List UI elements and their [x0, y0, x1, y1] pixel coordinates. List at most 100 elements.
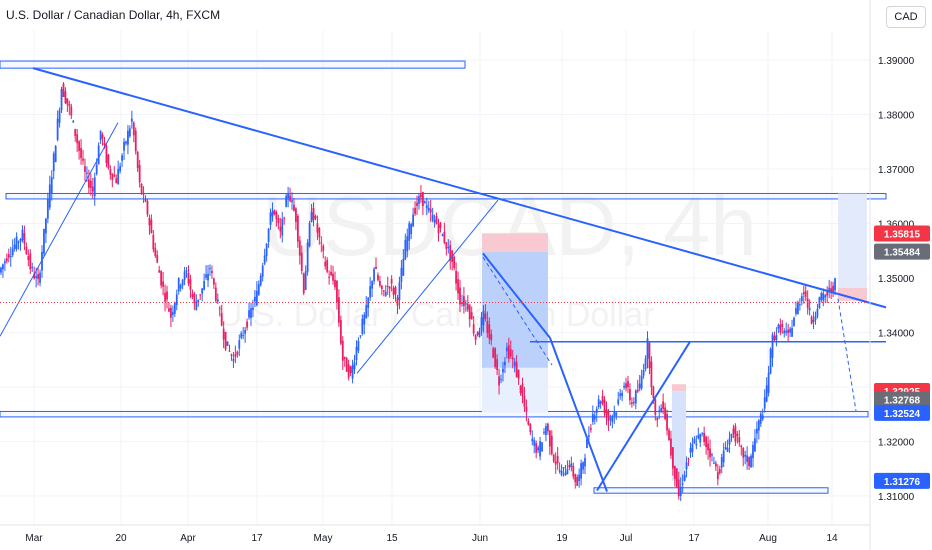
candle-down	[470, 312, 473, 320]
candle-down	[140, 183, 143, 194]
candle-up	[482, 310, 485, 326]
candle-up	[240, 333, 243, 338]
x-tick-label: 15	[386, 533, 398, 544]
candle-down	[437, 224, 440, 234]
candle-up	[185, 270, 188, 272]
candle-down	[548, 430, 551, 447]
currency-button[interactable]: CAD	[886, 6, 926, 28]
candle-down	[804, 291, 807, 297]
candle-down	[115, 178, 118, 184]
candle-down	[230, 354, 233, 356]
candle-up	[412, 214, 415, 227]
candle-down	[603, 399, 606, 414]
candle-down	[677, 479, 680, 497]
price-tag-label: 1.32524	[884, 409, 921, 420]
candle-down	[449, 245, 452, 261]
candle-down	[474, 335, 477, 340]
candle-down	[394, 287, 397, 295]
drawing-zones[interactable]	[0, 60, 887, 494]
candle-up	[19, 238, 22, 242]
candle-up	[697, 435, 700, 439]
drawing-lines[interactable]	[0, 67, 887, 492]
candle-up	[125, 141, 127, 144]
candle-down	[162, 281, 164, 287]
candle-down	[509, 349, 512, 357]
candle-up	[570, 463, 573, 467]
candle-down	[275, 212, 278, 219]
candle-up	[513, 361, 516, 367]
candle-up	[242, 334, 245, 336]
candle-down	[144, 199, 147, 202]
support-zone	[593, 487, 829, 494]
candle-up	[461, 302, 463, 305]
candle-up	[45, 218, 47, 234]
candle-up	[562, 467, 565, 469]
price-tag	[874, 472, 930, 489]
candle-up	[638, 383, 641, 389]
candle-up	[72, 120, 75, 123]
candle-down	[416, 202, 418, 206]
candle-up	[255, 290, 258, 306]
candle-up	[726, 447, 729, 452]
candle-up	[724, 447, 727, 450]
candle-up	[613, 411, 616, 416]
x-tick-label: Apr	[180, 533, 196, 544]
candle-down	[302, 273, 305, 294]
candle-up	[285, 195, 288, 207]
candle-up	[683, 475, 686, 481]
candle-up	[566, 469, 569, 475]
candle-up	[646, 338, 649, 359]
candle-up	[60, 88, 63, 111]
candle-up	[611, 416, 614, 422]
candle-up	[785, 330, 788, 333]
candle-down	[748, 457, 750, 467]
candle-down	[734, 425, 737, 442]
candle-up	[175, 294, 178, 306]
candle-down	[337, 297, 340, 323]
candle-down	[170, 307, 172, 318]
candle-up	[591, 414, 594, 422]
candle-down	[228, 350, 231, 352]
candle-down	[76, 134, 79, 144]
candle-down	[277, 218, 280, 224]
candle-down	[168, 308, 170, 312]
candle-down	[627, 381, 629, 388]
candle-down	[220, 313, 223, 326]
y-tick-label: 1.32000	[878, 437, 915, 448]
candle-down	[341, 340, 344, 361]
candle-down	[156, 255, 159, 263]
candle-up	[21, 229, 24, 241]
candle-up	[728, 438, 731, 445]
candle-down	[27, 256, 30, 260]
candle-up	[43, 228, 45, 254]
candle-up	[543, 431, 545, 433]
candle-up	[771, 334, 774, 358]
candle-down	[521, 383, 524, 397]
candle-down	[652, 386, 655, 398]
candle-down	[150, 219, 153, 233]
candle-down	[113, 174, 116, 177]
candle-up	[789, 328, 791, 333]
candle-up	[478, 330, 481, 338]
candle-up	[644, 358, 647, 370]
candle-down	[312, 208, 315, 220]
candle-down	[111, 173, 114, 181]
candle-up	[642, 370, 645, 376]
candle-up	[660, 407, 663, 413]
candle-down	[453, 256, 456, 269]
candle-down	[224, 331, 227, 350]
price-tag	[874, 225, 930, 242]
candle-down	[347, 364, 350, 378]
candle-up	[99, 130, 102, 141]
candle-down	[488, 324, 491, 339]
candle-up	[824, 295, 827, 298]
candle-down	[214, 287, 217, 301]
candle-up	[306, 242, 309, 272]
price-tag	[874, 404, 930, 421]
candle-up	[408, 223, 411, 241]
resistance-zone	[0, 60, 466, 69]
candle-up	[259, 275, 262, 286]
candle-up	[752, 445, 754, 459]
candle-up	[755, 428, 758, 434]
